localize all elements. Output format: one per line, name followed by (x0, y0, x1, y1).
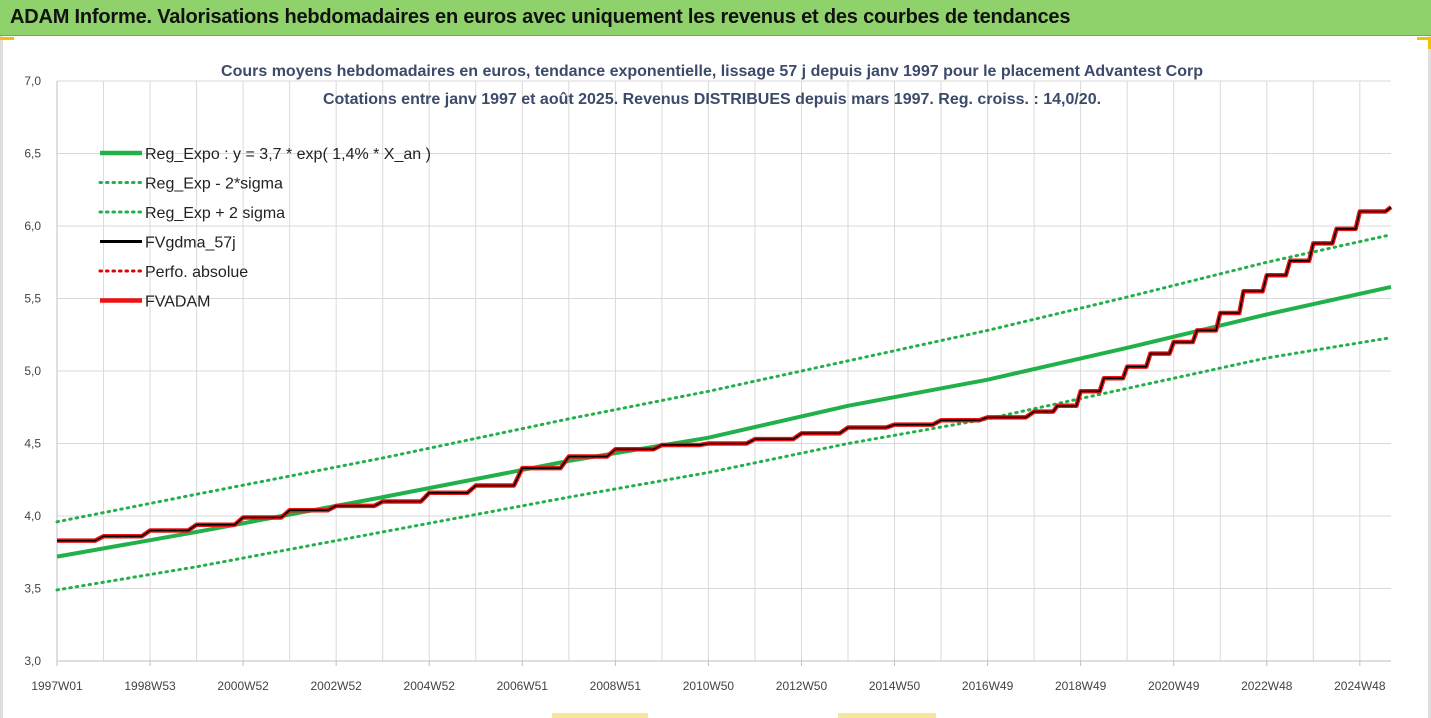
y-tick-label: 3,0 (24, 654, 41, 668)
series-line-3 (57, 206, 1392, 542)
frame-corner-right (1417, 37, 1431, 40)
legend-label-3: FVgdma_57j (145, 235, 236, 252)
y-tick-label: 4,0 (24, 509, 41, 523)
series-line-1 (55, 336, 1393, 592)
chart-title-line-1: Cours moyens hebdomadaires en euros, ten… (221, 63, 1203, 80)
x-tick-label: 1998W53 (124, 679, 176, 693)
x-tick-label: 2008W51 (590, 679, 642, 693)
chart-title-line-2: Cotations entre janv 1997 et août 2025. … (323, 91, 1101, 108)
x-tick-label: 2012W50 (776, 679, 828, 693)
legend-label-2: Reg_Exp + 2 sigma (145, 205, 285, 222)
y-tick-label: 4,5 (24, 437, 41, 451)
sheet-tab-2 (838, 713, 936, 718)
y-axis-ticks: 3,0 3,5 4,0 4,5 5,0 5,5 6,0 6,5 7,0 (24, 74, 41, 668)
chart: 3,0 3,5 4,0 4,5 5,0 5,5 6,0 6,5 7,0 1997W01 1998W… (24, 63, 1393, 693)
series-line-2 (55, 233, 1393, 524)
chart-grid (56, 80, 1391, 662)
frame-corner-left (0, 37, 14, 40)
y-tick-label: 6,5 (24, 147, 41, 161)
legend-label-1: Reg_Exp - 2*sigma (145, 176, 283, 193)
x-tick-label: 2014W50 (869, 679, 921, 693)
chart-series (55, 205, 1393, 592)
y-tick-label: 5,0 (24, 364, 41, 378)
x-tick-label: 2020W49 (1148, 679, 1200, 693)
x-tick-label: 1997W01 (31, 679, 83, 693)
frame-corner-right-edge (1428, 37, 1431, 49)
y-tick-label: 3,5 (24, 582, 41, 596)
x-tick-label: 2000W52 (217, 679, 269, 693)
y-tick-label: 6,0 (24, 219, 41, 233)
y-tick-label: 7,0 (24, 74, 41, 88)
x-tick-label: 2010W50 (683, 679, 735, 693)
y-tick-label: 5,5 (24, 292, 41, 306)
x-tick-label: 2004W52 (404, 679, 456, 693)
x-tick-label: 2016W49 (962, 679, 1014, 693)
legend-label-0: Reg_Expo : y = 3,7 * exp( 1,4% * X_an ) (145, 146, 431, 163)
legend-label-4: Perfo. absolue (145, 264, 248, 281)
x-tick-label: 2018W49 (1055, 679, 1107, 693)
chart-frame (0, 36, 1431, 718)
x-tick-label: 2024W48 (1334, 679, 1386, 693)
x-tick-label: 2006W51 (497, 679, 549, 693)
x-tick-label: 2022W48 (1241, 679, 1293, 693)
x-tick-label: 2002W52 (310, 679, 362, 693)
page-title: ADAM Informe. Valorisations hebdomadaire… (10, 6, 1071, 28)
chart-legend: Reg_Expo : y = 3,7 * exp( 1,4% * X_an ) R… (98, 146, 431, 311)
sheet-tab-1 (552, 713, 648, 718)
series-line-5 (57, 205, 1393, 543)
header-bar: ADAM Informe. Valorisations hebdomadaire… (0, 0, 1431, 36)
x-axis-ticks: 1997W01 1998W53 2000W52 2002W52 2004W52 2006W… (31, 661, 1386, 693)
legend-label-5: FVADAM (145, 294, 210, 311)
